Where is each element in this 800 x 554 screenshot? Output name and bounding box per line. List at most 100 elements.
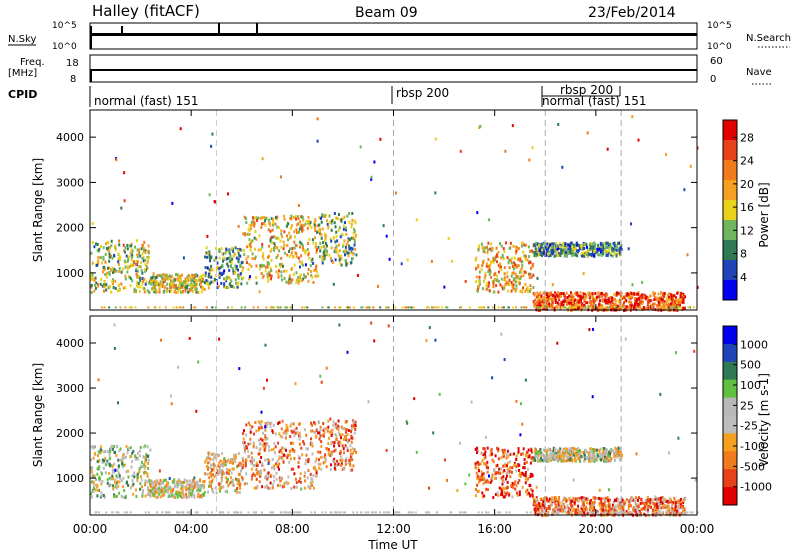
echo-cell — [315, 248, 318, 252]
echo-cell — [144, 470, 147, 474]
echo-cell — [680, 298, 683, 302]
echo-cell — [486, 251, 489, 255]
echo-cell — [573, 306, 576, 309]
echo-cell — [144, 460, 147, 464]
echo-cell — [122, 267, 125, 271]
echo-cell — [210, 268, 213, 272]
echo-cell — [208, 461, 211, 464]
echo-cell — [132, 260, 135, 264]
frequency-panel: Freq. [MHz] 18 8 60 0 Nave — [8, 54, 772, 85]
echo-cell — [280, 256, 283, 260]
echo-cell — [557, 503, 560, 507]
echo-cell — [241, 456, 244, 460]
echo-cell — [244, 233, 247, 237]
echo-cell — [110, 444, 113, 448]
echo-cell — [285, 480, 288, 484]
echo-cell — [561, 510, 564, 514]
echo-cell — [271, 429, 274, 433]
echo-cell — [215, 491, 218, 495]
echo-cell — [283, 251, 286, 255]
echo-cell — [218, 471, 221, 475]
echo-cell — [254, 230, 257, 233]
echo-cell — [637, 292, 640, 296]
echo-cell — [553, 254, 556, 258]
echo-cell — [242, 437, 245, 441]
echo-cell — [136, 472, 139, 476]
echo-cell — [125, 444, 128, 448]
power-colorbar-label: Power [dB] — [757, 182, 771, 247]
echo-cell — [147, 488, 149, 492]
echo-cell — [317, 245, 320, 249]
echo-cell — [299, 477, 302, 481]
echo-cell — [500, 244, 503, 248]
echo-cell — [509, 452, 512, 456]
echo-cell — [257, 216, 260, 220]
echo-cell — [110, 477, 113, 481]
echo-cell — [234, 489, 237, 493]
echo-cell — [115, 248, 117, 252]
echo-cell — [586, 131, 589, 135]
echo-cell — [135, 267, 138, 271]
echo-cell — [181, 273, 184, 277]
echo-cell — [349, 468, 352, 472]
echo-cell — [97, 488, 100, 492]
echo-cell — [513, 452, 515, 456]
cpid-panel: CPID normal (fast) 151 rbsp 200 normal (… — [8, 83, 646, 108]
echo-cell — [574, 298, 577, 302]
echo-cell — [328, 214, 331, 218]
echo-cell — [547, 506, 550, 510]
echo-cell — [166, 483, 169, 487]
echo-cell — [269, 266, 272, 270]
echo-cell — [599, 299, 601, 303]
echo-cell — [132, 492, 135, 496]
echo-cell — [250, 221, 253, 225]
echo-cell — [310, 226, 313, 230]
echo-cell — [118, 474, 121, 478]
echo-cell — [664, 302, 666, 306]
echo-cell — [229, 254, 232, 258]
echo-cell — [93, 245, 96, 249]
echo-cell — [108, 484, 110, 488]
echo-cell — [319, 450, 322, 454]
echo-cell — [350, 454, 353, 457]
echo-cell — [252, 445, 255, 449]
echo-cell — [262, 257, 265, 261]
echo-cell — [345, 249, 348, 253]
echo-cell — [480, 267, 483, 271]
echo-cell — [325, 465, 328, 469]
echo-cell — [495, 274, 498, 278]
echo-cell — [494, 258, 497, 262]
echo-cell — [593, 306, 596, 309]
echo-cell — [350, 424, 353, 428]
echo-cell — [611, 246, 614, 250]
echo-cell — [601, 253, 604, 257]
echo-cell — [303, 275, 306, 279]
echo-cell — [176, 480, 179, 484]
echo-cell — [207, 272, 210, 276]
echo-cell — [148, 492, 151, 496]
echo-cell — [273, 242, 276, 246]
echo-cell — [184, 289, 187, 293]
echo-cell — [300, 215, 302, 219]
echo-cell — [585, 505, 587, 509]
echo-cell — [667, 305, 670, 309]
echo-cell — [288, 249, 290, 253]
echo-cell — [638, 496, 640, 500]
echo-cell — [163, 486, 166, 490]
echo-cell — [252, 432, 255, 436]
echo-cell — [164, 279, 166, 283]
echo-cell — [178, 482, 180, 486]
echo-cell — [231, 306, 233, 309]
echo-cell — [528, 484, 531, 487]
echo-cell — [333, 221, 336, 225]
echo-cell — [153, 283, 156, 286]
echo-cell — [487, 284, 490, 288]
echo-cell — [535, 496, 538, 500]
echo-cell — [522, 274, 525, 278]
echo-cell — [536, 506, 538, 510]
echo-cell — [223, 269, 226, 273]
echo-cell — [547, 254, 550, 258]
echo-cell — [228, 268, 231, 272]
echo-cell — [202, 492, 204, 496]
echo-cell — [190, 282, 193, 286]
